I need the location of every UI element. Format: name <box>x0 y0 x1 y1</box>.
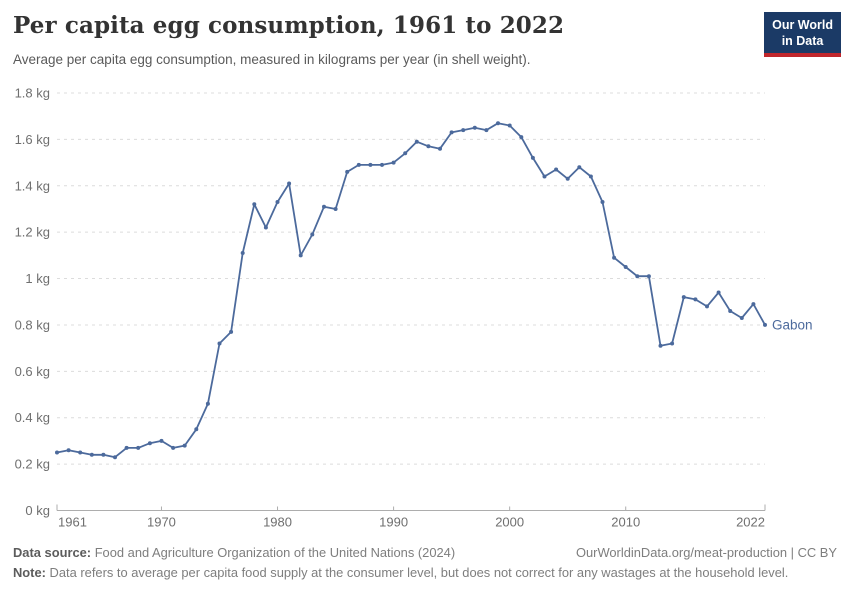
data-point[interactable] <box>658 343 663 348</box>
owid-logo-line1: Our World <box>772 18 833 32</box>
data-point[interactable] <box>182 443 187 448</box>
chart-footer: Data source: Food and Agriculture Organi… <box>13 545 837 580</box>
data-point[interactable] <box>623 265 628 269</box>
chart-subtitle: Average per capita egg consumption, meas… <box>13 52 531 67</box>
y-axis-tick-label: 1.6 kg <box>15 132 50 147</box>
data-point[interactable] <box>530 155 535 160</box>
data-point[interactable] <box>66 448 71 453</box>
data-point[interactable] <box>240 251 245 255</box>
data-point[interactable] <box>78 450 83 455</box>
x-axis-tick-label: 1990 <box>379 515 408 530</box>
data-point[interactable] <box>217 341 222 346</box>
data-point[interactable] <box>113 455 117 460</box>
y-axis-tick-label: 0.4 kg <box>15 410 50 425</box>
data-point[interactable] <box>507 123 512 128</box>
owid-url-link[interactable]: OurWorldinData.org/meat-production | CC … <box>575 545 837 560</box>
data-point[interactable] <box>693 297 698 302</box>
data-point[interactable] <box>171 445 176 450</box>
data-point[interactable] <box>438 146 442 151</box>
data-point[interactable] <box>577 165 582 170</box>
owid-logo[interactable]: Our World in Data <box>764 12 841 57</box>
y-axis-tick-label: 0.8 kg <box>15 317 50 332</box>
data-point[interactable] <box>287 181 292 186</box>
y-axis-tick-label: 1.8 kg <box>15 86 50 101</box>
y-axis-tick-label: 0.2 kg <box>15 457 50 472</box>
data-point[interactable] <box>136 445 141 450</box>
data-point[interactable] <box>55 450 59 455</box>
data-point[interactable] <box>205 401 210 406</box>
data-source-text: Food and Agriculture Organization of the… <box>94 545 456 560</box>
data-point[interactable] <box>461 128 466 133</box>
data-point[interactable] <box>298 253 303 258</box>
data-point[interactable] <box>426 144 431 149</box>
chart-canvas: 0 kg 0.2 kg 0.4 kg 0.6 kg 0.8 kg 1 kg 1.2 kg 1.… <box>15 86 813 530</box>
data-point[interactable] <box>496 121 500 126</box>
y-axis-tick-label: 0 kg <box>25 503 50 518</box>
data-point[interactable] <box>751 302 756 307</box>
data-point[interactable] <box>252 202 257 207</box>
data-point[interactable] <box>739 316 744 320</box>
x-axis-tick-label: 1961 <box>58 515 87 530</box>
data-point[interactable] <box>728 309 733 313</box>
data-point[interactable] <box>612 255 617 260</box>
data-point[interactable] <box>472 125 477 130</box>
data-point[interactable] <box>147 441 152 446</box>
data-point[interactable] <box>159 438 164 443</box>
series-label-gabon[interactable]: Gabon <box>772 317 813 332</box>
data-point[interactable] <box>333 207 338 211</box>
data-point[interactable] <box>356 162 361 167</box>
data-point[interactable] <box>670 341 675 346</box>
y-axis-tick-label: 0.6 kg <box>15 364 50 379</box>
note-label: Note: <box>13 565 46 580</box>
y-axis-tick-label: 1.4 kg <box>15 178 50 193</box>
y-axis-tick-label: 1 kg <box>25 271 50 286</box>
data-point[interactable] <box>380 162 384 167</box>
data-source-line: Data source: Food and Agriculture Organi… <box>13 545 455 560</box>
data-point[interactable] <box>484 128 489 133</box>
data-point[interactable] <box>275 200 280 204</box>
data-point[interactable] <box>600 200 605 204</box>
data-point[interactable] <box>646 274 651 279</box>
x-axis-tick-label: 2010 <box>611 515 640 530</box>
note-text: Data refers to average per capita food s… <box>49 565 789 580</box>
data-point[interactable] <box>345 169 350 174</box>
data-point[interactable] <box>588 174 593 179</box>
data-point[interactable] <box>635 274 640 279</box>
data-point[interactable] <box>705 304 709 309</box>
data-point[interactable] <box>263 225 268 230</box>
series-line-gabon[interactable] <box>56 122 766 459</box>
data-point[interactable] <box>449 130 454 135</box>
data-point[interactable] <box>519 135 524 140</box>
owid-logo-line2: in Data <box>781 34 824 48</box>
data-point[interactable] <box>124 445 129 450</box>
data-point[interactable] <box>101 452 106 457</box>
data-point[interactable] <box>403 151 408 156</box>
data-point[interactable] <box>763 322 767 327</box>
data-source-label: Data source: <box>13 545 92 560</box>
data-point[interactable] <box>391 160 396 165</box>
page-title: Per capita egg consumption, 1961 to 2022 <box>13 12 565 39</box>
data-point[interactable] <box>414 139 419 144</box>
data-point[interactable] <box>565 176 570 181</box>
data-point[interactable] <box>229 329 234 334</box>
data-point[interactable] <box>89 452 94 457</box>
data-point[interactable] <box>322 204 326 209</box>
data-point[interactable] <box>554 167 559 172</box>
x-axis-tick-label: 2022 <box>736 515 765 530</box>
x-axis-tick-label: 1970 <box>147 515 176 530</box>
x-axis-tick-label: 1980 <box>263 515 292 530</box>
data-point[interactable] <box>194 427 199 432</box>
data-point[interactable] <box>681 295 686 300</box>
data-point[interactable] <box>310 232 315 237</box>
note-line: Note: Data refers to average per capita … <box>13 565 837 580</box>
y-axis-tick-label: 1.2 kg <box>15 225 50 240</box>
data-point[interactable] <box>542 174 547 179</box>
data-point[interactable] <box>716 290 721 295</box>
data-point[interactable] <box>368 162 373 167</box>
x-axis-tick-label: 2000 <box>495 515 524 530</box>
